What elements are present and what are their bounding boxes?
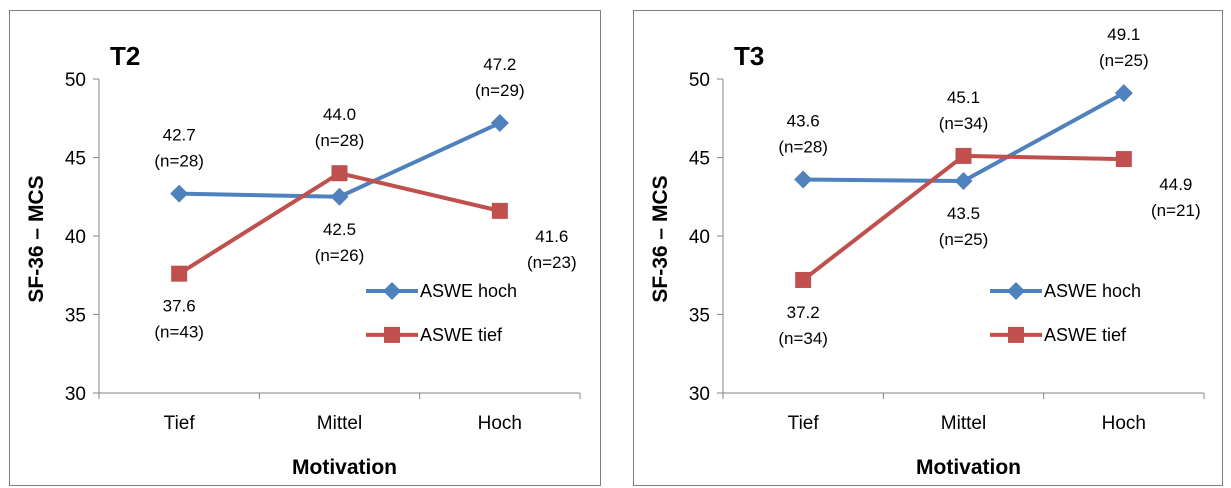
data-n-label: (n=26)	[315, 246, 365, 265]
data-value-label: 43.5	[947, 204, 980, 223]
y-tick-label: 45	[689, 149, 710, 170]
data-point-marker	[955, 147, 972, 164]
y-tick-label: 30	[689, 384, 710, 405]
data-point-marker	[954, 172, 973, 191]
y-tick-label: 50	[689, 70, 710, 91]
x-tick-label: Tief	[164, 413, 196, 434]
data-point-marker	[490, 113, 509, 132]
data-point-marker	[491, 202, 508, 219]
chart-svg-t3: T3 30 35 40 45 50 Tief Mittel Hoch Motivation SF-3…	[649, 25, 1205, 479]
data-value-label: 44.0	[323, 105, 356, 124]
data-value-label: 42.5	[323, 220, 356, 239]
legend-marker	[1008, 326, 1024, 343]
data-n-label: (n=25)	[1099, 51, 1149, 70]
data-value-label: 37.6	[163, 297, 196, 316]
data-point-marker	[1114, 84, 1133, 103]
data-n-label: (n=28)	[778, 137, 828, 156]
data-point-marker	[330, 187, 349, 206]
y-axis-title: SF-36 – MCS	[25, 175, 48, 302]
data-n-label: (n=28)	[315, 131, 365, 150]
data-value-label: 41.6	[535, 227, 568, 246]
y-tick-label: 35	[65, 306, 86, 327]
data-point-marker	[795, 271, 812, 288]
y-tick-label: 40	[65, 227, 86, 248]
data-n-label: (n=34)	[778, 329, 828, 348]
data-point-marker	[794, 170, 813, 189]
x-axis-title: Motivation	[292, 456, 397, 479]
legend-label: ASWE tief	[420, 325, 503, 345]
data-value-label: 42.7	[163, 126, 196, 145]
data-n-label: (n=43)	[154, 323, 204, 342]
data-n-label: (n=23)	[527, 253, 577, 272]
chart-panel-t2: T2 30 35 40 45 50 Tief Mittel Hoch Motivation SF-3…	[9, 10, 601, 486]
legend-label: ASWE hoch	[420, 281, 517, 301]
data-n-label: (n=34)	[939, 114, 989, 133]
y-tick-label: 30	[65, 384, 86, 405]
data-point-marker	[1115, 151, 1132, 168]
y-tick-label: 45	[65, 149, 86, 170]
data-point-marker	[170, 184, 189, 203]
legend-label: ASWE tief	[1044, 325, 1127, 345]
chart-title: T2	[110, 41, 140, 71]
y-axis-title: SF-36 – MCS	[649, 175, 672, 302]
legend-label: ASWE hoch	[1044, 281, 1141, 301]
x-tick-label: Mittel	[941, 413, 986, 434]
data-point-marker	[171, 265, 188, 282]
data-value-label: 44.9	[1159, 175, 1192, 194]
data-n-label: (n=29)	[475, 81, 525, 100]
data-value-label: 43.6	[787, 111, 820, 130]
chart-panel-t3: T3 30 35 40 45 50 Tief Mittel Hoch Motivation SF-3…	[633, 10, 1223, 486]
data-n-label: (n=28)	[154, 152, 204, 171]
x-tick-label: Tief	[788, 413, 820, 434]
data-n-label: (n=25)	[939, 230, 989, 249]
y-tick-label: 35	[689, 306, 710, 327]
legend-marker	[1007, 281, 1025, 300]
data-n-label: (n=21)	[1151, 201, 1201, 220]
chart-svg-t2: T2 30 35 40 45 50 Tief Mittel Hoch Motivation SF-3…	[25, 41, 581, 479]
x-tick-label: Hoch	[478, 413, 522, 434]
data-point-marker	[331, 165, 348, 182]
x-axis-title: Motivation	[916, 456, 1021, 479]
chart-title: T3	[734, 41, 764, 71]
x-tick-label: Hoch	[1102, 413, 1146, 434]
y-tick-label: 50	[65, 70, 86, 91]
data-value-label: 45.1	[947, 88, 980, 107]
x-tick-label: Mittel	[317, 413, 362, 434]
y-tick-label: 40	[689, 227, 710, 248]
legend-marker	[383, 281, 401, 300]
data-value-label: 37.2	[787, 303, 820, 322]
data-value-label: 47.2	[483, 55, 516, 74]
data-value-label: 49.1	[1107, 25, 1140, 44]
legend-marker	[384, 326, 400, 343]
